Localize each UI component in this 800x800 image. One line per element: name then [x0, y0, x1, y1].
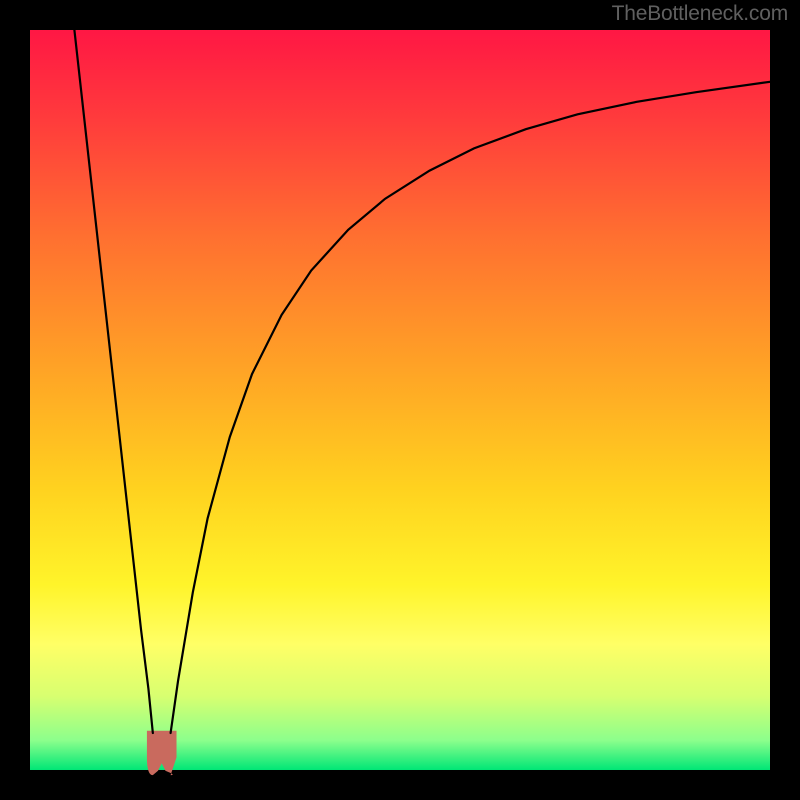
gradient-background	[30, 30, 770, 770]
bottleneck-curve-plot	[0, 0, 800, 800]
chart-container: TheBottleneck.com	[0, 0, 800, 800]
watermark-text: TheBottleneck.com	[612, 2, 788, 26]
